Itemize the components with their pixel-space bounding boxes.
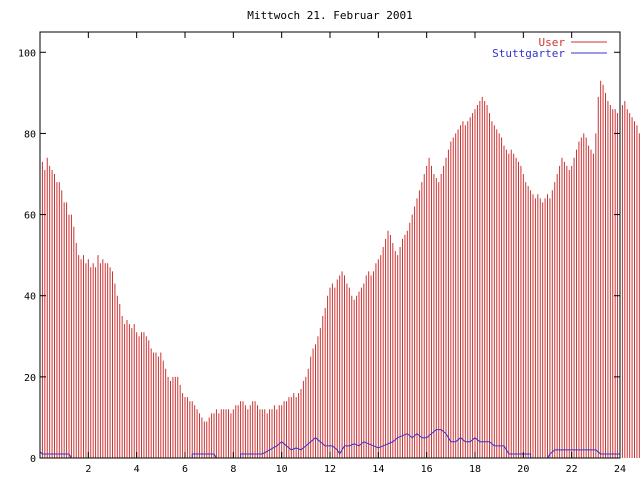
x-tick-label: 20 (517, 464, 529, 475)
x-tick-label: 22 (566, 464, 578, 475)
x-tick-label: 12 (324, 464, 336, 475)
x-tick-label: 18 (469, 464, 481, 475)
y-tick-label: 80 (24, 129, 36, 140)
y-tick-label: 40 (24, 292, 36, 303)
series-line-stuttgarter (39, 429, 620, 459)
x-tick-label: 14 (372, 464, 384, 475)
legend-label-stuttgarter: Stuttgarter (492, 47, 565, 60)
chart-title: Mittwoch 21. Februar 2001 (247, 9, 413, 22)
x-tick-label: 8 (230, 464, 236, 475)
x-tick-label: 24 (614, 464, 626, 475)
y-tick-label: 0 (30, 454, 36, 465)
legend-label-user: User (539, 36, 566, 49)
x-tick-label: 4 (134, 464, 140, 475)
y-tick-label: 100 (18, 48, 36, 59)
x-tick-label: 6 (182, 464, 188, 475)
x-tick-label: 2 (85, 464, 91, 475)
x-tick-label: 10 (276, 464, 288, 475)
y-tick-label: 60 (24, 211, 36, 222)
y-tick-label: 20 (24, 373, 36, 384)
x-tick-label: 16 (421, 464, 433, 475)
